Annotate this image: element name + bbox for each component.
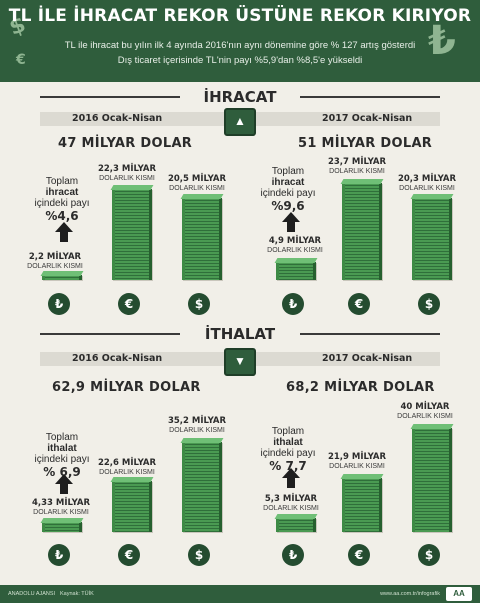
aa-logo: AA — [446, 587, 472, 601]
import-left-tl-stack — [42, 522, 82, 532]
dollar-coin-icon: $ — [188, 544, 210, 566]
import-right-tl-label: 5,3 MİLYAR DOLARLIK KISMI — [263, 494, 319, 512]
euro-coin-icon: € — [348, 293, 370, 315]
import-right-usd-label: 40 MİLYAR DOLARLIK KISMI — [397, 402, 453, 420]
export-right-total: 51 MİLYAR DOLAR — [298, 136, 433, 151]
import-right-eur-label: 21,9 MİLYAR DOLARLIK KISMI — [327, 452, 387, 470]
import-left-eur-label: 22,6 MİLYAR DOLARLIK KISMI — [97, 458, 157, 476]
lira-coin-icon: ₺ — [282, 544, 304, 566]
export-left-eur-label: 22,3 MİLYAR DOLARLIK KISMI — [97, 164, 157, 182]
dollar-coin-icon: $ — [188, 293, 210, 315]
euro-coin-icon: € — [118, 293, 140, 315]
export-left-tl-label: 2,2 MİLYAR DOLARLIK KISMI — [27, 252, 83, 270]
export-right-period: 2017 Ocak-Nisan — [322, 113, 413, 124]
euro-coin-icon: € — [348, 544, 370, 566]
import-left-usd-label: 35,2 MİLYAR DOLARLIK KISMI — [167, 416, 227, 434]
export-right-usd-label: 20,3 MİLYAR DOLARLIK KISMI — [397, 174, 457, 192]
export-right-usd-stack — [412, 198, 452, 280]
header-banner: $ € ₺ TL İLE İHRACAT REKOR ÜSTÜNE REKOR … — [0, 0, 480, 82]
import-left-period: 2016 Ocak-Nisan — [72, 353, 163, 364]
import-right-total: 68,2 MİLYAR DOLAR — [286, 380, 435, 395]
export-left-period: 2016 Ocak-Nisan — [72, 113, 163, 124]
import-rule-left — [40, 333, 180, 335]
export-rule-left — [40, 96, 180, 98]
export-rule-right — [300, 96, 440, 98]
export-left-total: 47 MİLYAR DOLAR — [58, 136, 193, 151]
export-right-share: Toplam ihracat içindeki payı %9,6 — [260, 166, 316, 213]
export-right-eur-stack — [342, 183, 382, 280]
export-right-up-arrow — [282, 212, 300, 222]
dollar-coin-icon: $ — [418, 293, 440, 315]
export-title: İHRACAT — [203, 88, 277, 106]
subtitle-line-2: Dış ticaret içerisinde TL'nin payı %5,9'… — [117, 55, 363, 66]
export-left-usd-label: 20,5 MİLYAR DOLARLIK KISMI — [167, 174, 227, 192]
footer: ANADOLU AJANSI Kaynak: TÜİK www.aa.com.t… — [0, 585, 480, 603]
import-money-down-icon: ▼ — [224, 348, 256, 376]
import-left-tl-label: 4,33 MİLYAR DOLARLIK KISMI — [31, 498, 91, 516]
export-left-up-arrow — [55, 222, 73, 232]
import-left-eur-stack — [112, 481, 152, 532]
import-right-usd-stack — [412, 428, 452, 532]
footer-source: Kaynak: TÜİK — [60, 591, 94, 597]
euro-coin-icon: € — [118, 544, 140, 566]
export-left-tl-stack — [42, 275, 82, 280]
import-right-period: 2017 Ocak-Nisan — [322, 353, 413, 364]
import-right-tl-stack — [276, 518, 316, 532]
dollar-coin-icon: $ — [418, 544, 440, 566]
lira-coin-icon: ₺ — [48, 293, 70, 315]
lira-icon: ₺ — [428, 18, 456, 64]
import-right-up-arrow — [282, 468, 300, 478]
import-right-eur-stack — [342, 478, 382, 532]
lira-coin-icon: ₺ — [48, 544, 70, 566]
export-right-tl-label: 4,9 MİLYAR DOLARLIK KISMI — [267, 236, 323, 254]
import-left-usd-stack — [182, 442, 222, 532]
export-left-share: Toplam ihracat içindeki payı %4,6 — [34, 176, 90, 223]
import-right-share: Toplam ithalat içindeki payı % 7,7 — [260, 426, 316, 473]
footer-agency: ANADOLU AJANSI — [8, 591, 56, 597]
page-title: TL İLE İHRACAT REKOR ÜSTÜNE REKOR KIRIYO… — [8, 6, 472, 26]
export-left-usd-stack — [182, 198, 222, 280]
subtitle-line-1: TL ile ihracat bu yılın ilk 4 ayında 201… — [64, 40, 416, 51]
export-right-eur-label: 23,7 MİLYAR DOLARLIK KISMI — [327, 157, 387, 175]
import-title: İTHALAT — [204, 325, 276, 343]
import-left-total: 62,9 MİLYAR DOLAR — [52, 380, 201, 395]
import-rule-right — [300, 333, 440, 335]
export-right-tl-stack — [276, 262, 316, 280]
euro-icon: € — [16, 52, 26, 68]
export-money-up-icon: ▲ — [224, 108, 256, 136]
export-left-eur-stack — [112, 189, 152, 280]
lira-coin-icon: ₺ — [282, 293, 304, 315]
import-left-up-arrow — [55, 474, 73, 484]
footer-link[interactable]: www.aa.com.tr/infografik — [380, 591, 440, 597]
